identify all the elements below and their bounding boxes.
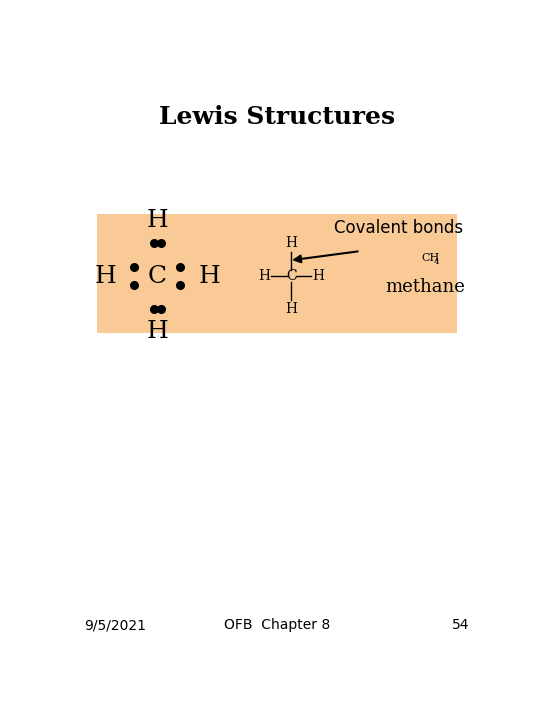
Text: H: H <box>313 269 325 283</box>
Text: H: H <box>286 235 298 250</box>
Text: H: H <box>199 264 221 287</box>
Text: C: C <box>286 269 296 283</box>
Text: 4: 4 <box>434 258 439 266</box>
Text: H: H <box>146 209 168 232</box>
FancyBboxPatch shape <box>97 214 457 333</box>
Text: OFB  Chapter 8: OFB Chapter 8 <box>224 618 330 632</box>
Text: Lewis Structures: Lewis Structures <box>159 105 395 129</box>
Text: H: H <box>258 269 270 283</box>
Text: Covalent bonds: Covalent bonds <box>334 219 463 237</box>
Text: 54: 54 <box>452 618 469 632</box>
Text: C: C <box>148 264 167 287</box>
Text: 9/5/2021: 9/5/2021 <box>84 618 146 632</box>
Text: H: H <box>94 264 116 287</box>
Text: CH: CH <box>421 253 440 264</box>
Text: H: H <box>146 320 168 343</box>
Text: H: H <box>286 302 298 316</box>
Text: methane: methane <box>386 278 465 296</box>
